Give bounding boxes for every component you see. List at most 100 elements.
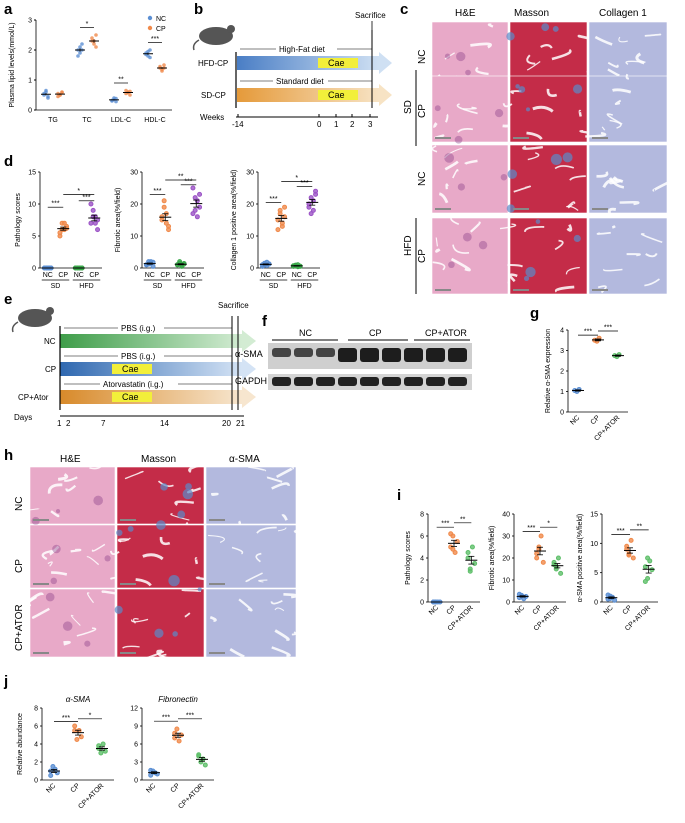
y-tick-label: 2 <box>420 578 424 585</box>
week-tick: 2 <box>350 120 355 129</box>
data-point <box>308 211 314 217</box>
data-point <box>469 544 475 550</box>
y-tick-label: 15 <box>590 512 598 519</box>
tissue-image <box>24 588 121 658</box>
row-label-c-nc2: NC <box>417 172 428 186</box>
panel-label-j: j <box>3 673 8 690</box>
data-point <box>450 546 456 552</box>
group-label: SD <box>153 283 163 290</box>
significance-label: *** <box>184 178 192 185</box>
row-label-c-cp1: CP <box>417 104 428 118</box>
col-header-h-masson: Masson <box>141 454 176 465</box>
data-point <box>197 191 203 197</box>
col-header-h-he: H&E <box>60 454 81 465</box>
data-point <box>538 533 544 539</box>
significance-label: *** <box>51 201 59 208</box>
blot-band <box>338 348 357 362</box>
y-tick-label: 10 <box>246 234 254 241</box>
tissue-image <box>506 144 588 214</box>
data-point <box>44 88 48 93</box>
group-label: HFD <box>297 283 311 290</box>
data-point <box>78 734 84 740</box>
blot-band <box>448 348 467 362</box>
panel-label-e: e <box>4 291 12 308</box>
y-tick-label: 5 <box>594 570 598 577</box>
significance-label: *** <box>584 329 592 336</box>
y-axis-label: Plasma lipid levels(mmol/L) <box>9 22 16 107</box>
x-tick-label: CP <box>532 604 544 616</box>
row-label-h-nc: NC <box>14 497 25 511</box>
y-tick-label: 2 <box>28 48 32 55</box>
data-point <box>534 555 540 561</box>
y-tick-label: 10 <box>502 578 510 585</box>
blot-band <box>360 348 379 362</box>
row-label-cp-ator: CP+Ator <box>18 393 49 402</box>
y-tick-label: 0 <box>420 600 424 607</box>
data-point <box>624 543 630 549</box>
data-point <box>448 531 454 537</box>
x-tick-label: CP <box>89 272 99 279</box>
group-label-hfd: HFD <box>403 235 414 256</box>
tissue-image <box>502 75 604 143</box>
y-axis-label: Pathology scores <box>405 531 412 585</box>
significance-label: *** <box>62 715 70 722</box>
significance-label: *** <box>604 325 612 332</box>
data-point <box>306 204 312 210</box>
data-point <box>78 45 82 49</box>
row-label-h-cp: CP <box>14 559 25 573</box>
blot-band <box>316 377 335 386</box>
histology-grid-c: H&E Masson Collagen 1 SD HFD NC CP NC CP <box>403 8 675 295</box>
group-label: SD <box>51 283 61 290</box>
y-tick-label: 0 <box>32 266 36 273</box>
pbs-label-2: PBS (i.g.) <box>121 352 156 361</box>
row-label-h-cpator: CP+ATOR <box>14 604 25 651</box>
legend-label: NC <box>156 16 166 23</box>
significance-label: *** <box>153 188 161 195</box>
significance-label: *** <box>617 528 625 535</box>
blot-group-cpator: CP+ATOR <box>425 328 467 338</box>
panel-label-g: g <box>530 305 539 322</box>
data-point <box>114 99 118 104</box>
y-tick-label: 8 <box>420 512 424 519</box>
chart-a: 0 1 2 3 Plasma lipid levels(mmol/L) TG TC * LDL-… <box>9 15 172 124</box>
significance-label: ** <box>460 516 466 523</box>
blot-band <box>382 377 401 386</box>
significance-label: ** <box>178 174 184 181</box>
nc-bar <box>60 334 242 348</box>
data-point <box>310 207 316 213</box>
y-axis-label: Relative abundance <box>17 713 24 775</box>
western-blot-f: NC CP CP+ATOR α-SMA GAPDH <box>235 328 472 390</box>
blot-band <box>404 377 423 386</box>
data-point <box>100 741 106 747</box>
data-point <box>279 220 285 226</box>
data-point <box>452 550 458 555</box>
band-label-gapdh: GAPDH <box>235 376 267 386</box>
col-header-masson: Masson <box>514 8 549 19</box>
tissue-image <box>109 520 220 589</box>
data-point <box>88 220 94 226</box>
data-point <box>555 555 561 561</box>
week-tick: 1 <box>334 120 339 129</box>
cae-box-1 <box>318 58 358 68</box>
x-tick-label: NC <box>603 604 615 616</box>
significance-label: *** <box>269 196 277 203</box>
significance-label: * <box>77 188 80 195</box>
x-tick-label: TC <box>82 117 91 124</box>
day-tick: 1 <box>57 419 62 428</box>
blot-band <box>338 377 357 386</box>
x-tick-label: CP <box>191 272 201 279</box>
tissue-image <box>588 217 668 295</box>
sacrifice-label-e: Sacrifice <box>218 301 249 310</box>
day-tick: 20 <box>222 419 231 428</box>
col-header-he: H&E <box>455 8 476 19</box>
group-label: SD <box>269 283 279 290</box>
y-tick-label: 0 <box>250 266 254 273</box>
schematic-e: Cae Cae PBS (i.g.) PBS (i.g.) Atorvastat… <box>11 301 256 428</box>
group-label: HFD <box>79 283 93 290</box>
tissue-image <box>431 75 518 144</box>
tissue-image <box>114 587 205 663</box>
x-tick-label: CP+ATOR <box>177 782 205 810</box>
